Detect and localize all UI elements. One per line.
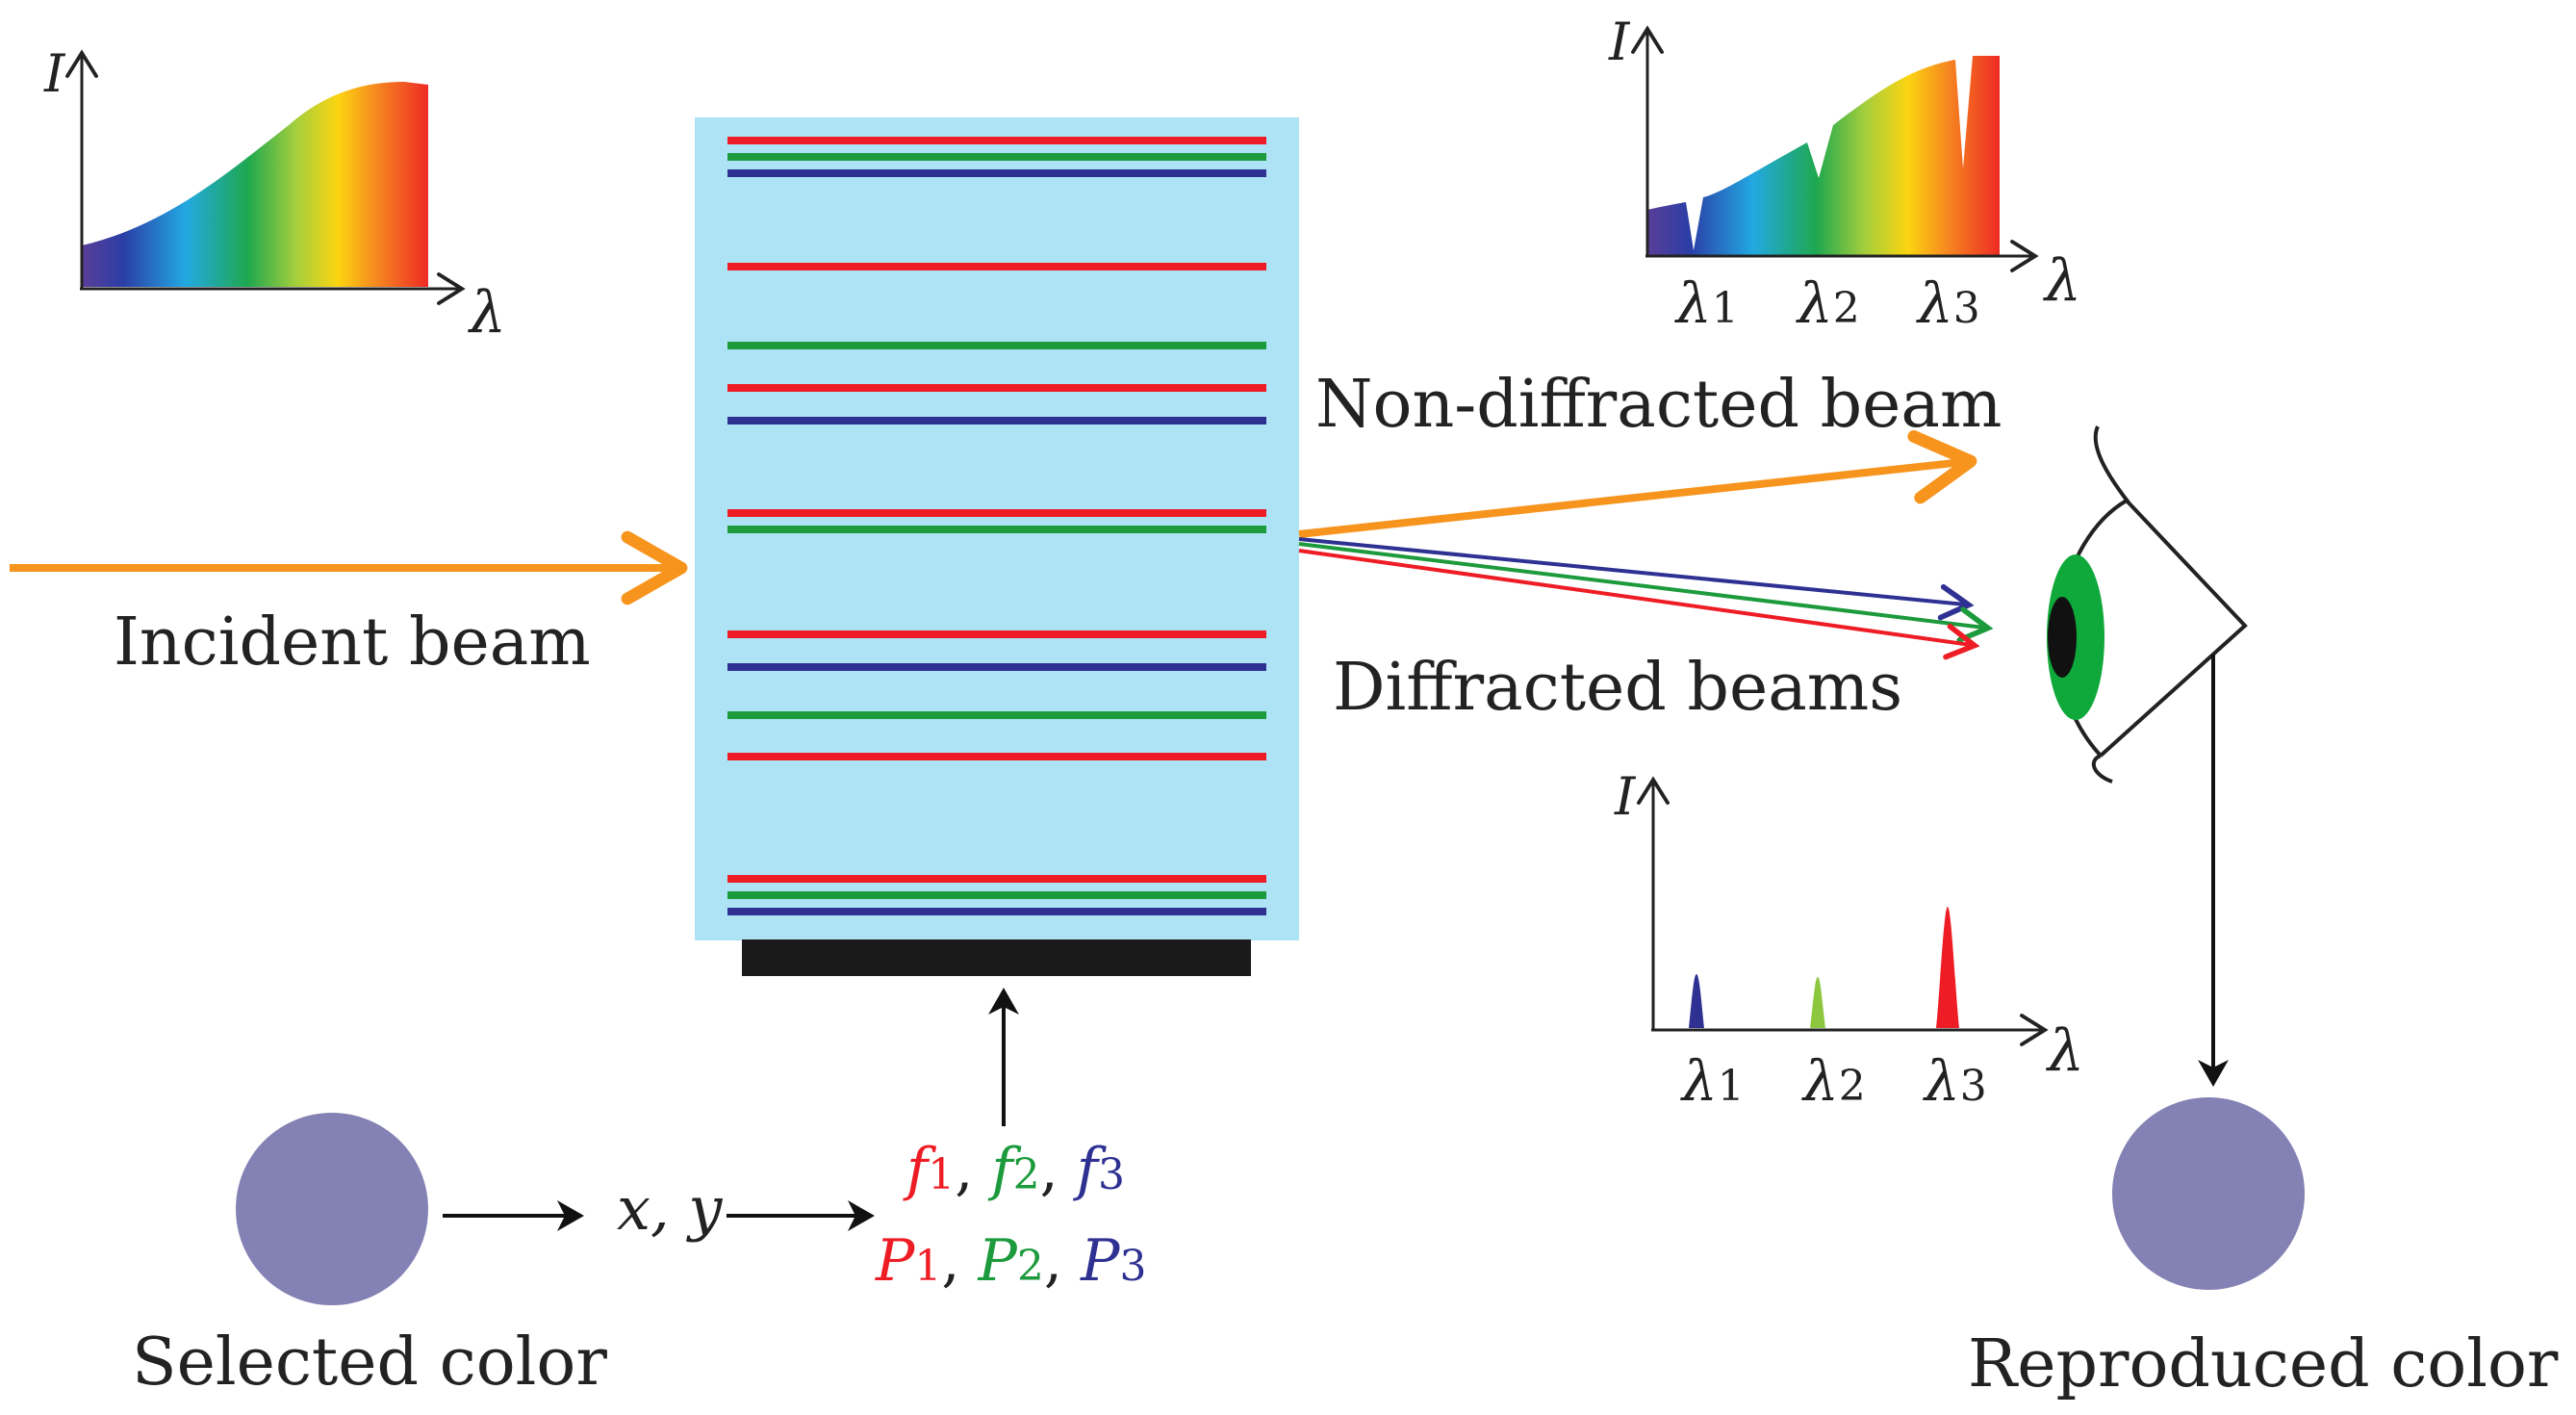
non-diffracted-spectrum-plot: I λ λ1 λ2 λ3 xyxy=(1608,12,2081,336)
peak-green xyxy=(1800,977,1835,1028)
y-axis-label: I xyxy=(43,43,66,104)
reproduced-color-label: Reproduced color xyxy=(1968,1326,2559,1402)
eye-icon xyxy=(2047,425,2248,784)
incident-spectrum-plot: I λ xyxy=(43,43,506,347)
reproduced-color: Reproduced color xyxy=(1968,1097,2559,1402)
x-axis-label: λ xyxy=(2043,247,2081,315)
non-diffracted-beam-label: Non-diffracted beam xyxy=(1315,367,2002,443)
xy-coords-label: x, y xyxy=(617,1173,723,1244)
incident-beam: Incident beam xyxy=(10,530,688,681)
lambda1-label: λ1 xyxy=(1674,270,1739,336)
selected-color-swatch xyxy=(236,1113,428,1305)
x-axis-label: λ xyxy=(468,279,506,347)
grating-lines xyxy=(727,137,1266,915)
peak-blue xyxy=(1679,974,1714,1028)
non-diffracted-spectrum-area xyxy=(1647,56,2000,255)
output-beams: Non-diffracted beam Diffracted beams xyxy=(1298,367,2002,726)
lambda3-label: λ3 xyxy=(1916,270,1980,336)
y-axis-label: I xyxy=(1614,766,1637,827)
reproduced-color-swatch xyxy=(2112,1097,2305,1290)
diffracted-beams-label: Diffracted beams xyxy=(1333,650,1902,726)
selected-color-label: Selected color xyxy=(132,1325,607,1401)
frequency-params: f1, f2, f3 xyxy=(903,1136,1125,1203)
y-axis-label: I xyxy=(1608,12,1631,72)
lambda1-label: λ1 xyxy=(1680,1048,1745,1114)
diffracted-spectrum-plot: I λ λ1 λ2 λ3 xyxy=(1614,766,2084,1114)
peak-red xyxy=(1925,907,1971,1028)
period-params: P1, P2, P3 xyxy=(875,1227,1146,1295)
diffracted-beam-red xyxy=(1298,549,1980,660)
x-axis-label: λ xyxy=(2046,1017,2084,1085)
incident-spectrum-area xyxy=(82,82,428,287)
hologram-plate xyxy=(742,939,1251,976)
selected-color: Selected color xyxy=(132,1113,607,1401)
lambda2-label: λ2 xyxy=(1801,1048,1866,1114)
hologram xyxy=(695,117,1299,976)
diffracted-beam-green xyxy=(1298,542,1994,643)
lambda3-label: λ3 xyxy=(1923,1048,1987,1114)
incident-beam-label: Incident beam xyxy=(114,605,591,681)
diffracted-beam-blue xyxy=(1298,537,1975,621)
non-diffracted-beam-arrow xyxy=(1298,429,1977,538)
eye-pupil xyxy=(2048,597,2077,678)
lambda2-label: λ2 xyxy=(1796,270,1860,336)
